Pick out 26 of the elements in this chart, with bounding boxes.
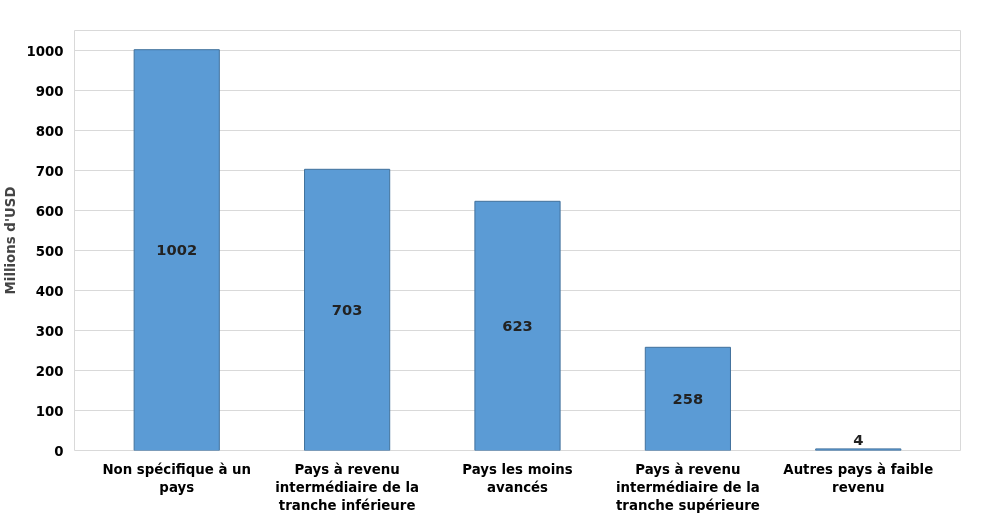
x-tick-label: Autres pays à faible revenu [783, 461, 934, 495]
data-label: 1002 [156, 241, 198, 259]
data-label: 623 [502, 316, 533, 334]
x-tick-label: Pays les moins avancés [462, 461, 573, 495]
data-label: 703 [331, 300, 363, 318]
y-tick-label: 300 [35, 323, 64, 339]
y-tick-label: 900 [35, 83, 64, 99]
x-tick-label: Pays à revenu intermédiaire de la tranche inférieure [275, 461, 419, 513]
y-tick-label: 1000 [26, 43, 64, 59]
y-tick-label: 100 [35, 403, 64, 419]
y-tick-label: 400 [35, 283, 64, 299]
bar [644, 346, 731, 451]
x-tick-label: Pays à revenu intermédiaire de la tranche supérieure [616, 461, 760, 513]
bar [474, 200, 561, 451]
y-tick-label: 800 [35, 123, 64, 139]
bar [304, 168, 391, 451]
y-tick-label: 200 [35, 363, 64, 379]
y-tick-label: 0 [54, 443, 64, 459]
y-tick-label: 600 [35, 203, 64, 219]
data-label: 4 [853, 430, 864, 448]
y-axis-title: Millions d'USD [3, 186, 19, 295]
data-label: 258 [672, 389, 704, 407]
bar [133, 49, 220, 451]
y-tick-label: 700 [35, 163, 64, 179]
x-tick-label: Non spécifique à un pays [102, 461, 252, 495]
y-tick-label: 500 [35, 243, 64, 259]
